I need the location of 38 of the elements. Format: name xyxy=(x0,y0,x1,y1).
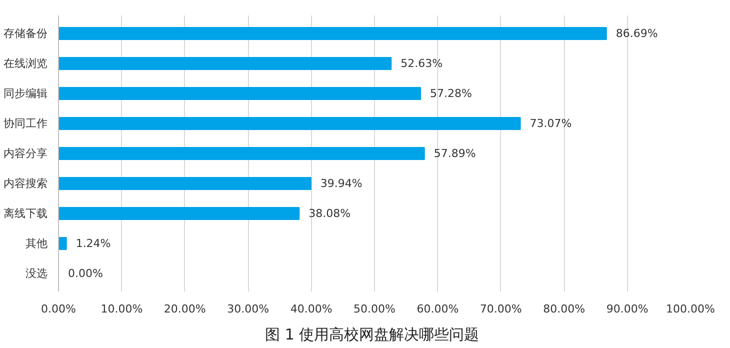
y-tick-label: 协同工作 xyxy=(4,117,48,130)
x-tick-label: 10.00% xyxy=(100,302,143,316)
x-tick-label: 0.00% xyxy=(41,302,76,316)
bar xyxy=(58,87,422,100)
x-tick-label: 50.00% xyxy=(354,302,396,316)
data-label: 73.07% xyxy=(530,117,572,130)
bar xyxy=(58,57,392,70)
y-tick-label: 离线下载 xyxy=(4,207,48,220)
x-tick-label: 40.00% xyxy=(290,302,332,316)
y-tick-label: 存储备份 xyxy=(4,27,48,40)
data-label: 39.94% xyxy=(320,177,362,190)
data-label: 86.69% xyxy=(616,27,658,40)
x-tick-label: 20.00% xyxy=(164,302,206,316)
data-label: 57.28% xyxy=(430,87,472,100)
y-tick-label: 内容搜索 xyxy=(4,177,48,190)
x-tick-label: 30.00% xyxy=(227,302,270,316)
bar xyxy=(58,177,312,190)
data-label: 38.08% xyxy=(308,207,351,220)
bar xyxy=(58,117,521,130)
x-tick-label: 90.00% xyxy=(606,302,648,316)
y-tick-label: 其他 xyxy=(26,237,48,250)
data-label: 0.00% xyxy=(68,267,103,280)
bar xyxy=(58,27,607,40)
x-tick-label: 100.00% xyxy=(666,302,715,316)
y-tick-label: 没选 xyxy=(26,267,48,280)
y-tick-label: 内容分享 xyxy=(4,147,48,160)
data-label: 57.89% xyxy=(434,147,476,160)
bar xyxy=(58,237,67,250)
data-label: 1.24% xyxy=(76,237,111,250)
text: 图 1 使用高校网盘解决哪些问题 xyxy=(265,326,480,344)
data-label: 52.63% xyxy=(400,57,443,70)
x-tick-label: 60.00% xyxy=(416,302,459,316)
y-tick-label: 在线浏览 xyxy=(4,57,48,70)
bar xyxy=(58,207,300,220)
x-tick-label: 70.00% xyxy=(480,302,522,316)
bar xyxy=(58,147,425,160)
x-tick-label: 80.00% xyxy=(543,302,586,316)
y-tick-label: 同步编辑 xyxy=(4,87,48,100)
